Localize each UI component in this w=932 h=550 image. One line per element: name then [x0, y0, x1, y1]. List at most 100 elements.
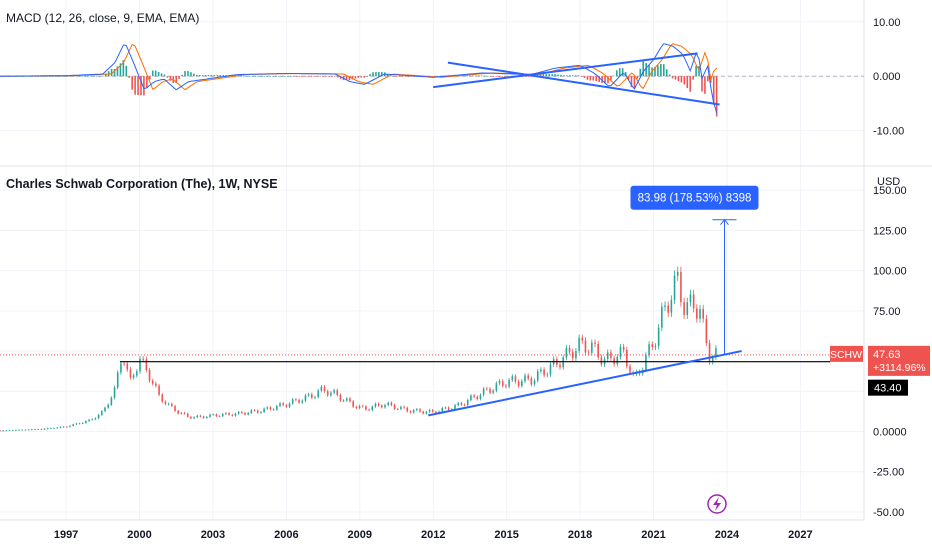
macd-trendline[interactable]	[433, 52, 698, 89]
lightning-icon[interactable]	[707, 494, 727, 514]
support-trendline[interactable]	[428, 350, 742, 417]
price-candle	[209, 414, 211, 417]
x-tick-label: 2018	[568, 529, 592, 541]
price-candle	[85, 421, 87, 423]
price-candle	[88, 419, 90, 422]
measure-label: 83.98 (178.53%) 8398	[638, 193, 752, 205]
y-tick-label: 0.0000	[873, 427, 907, 439]
macd-histogram-bar	[381, 72, 383, 77]
price-candle	[2, 430, 4, 432]
y-tick-label: 125.00	[873, 225, 907, 237]
measure-arrowhead	[720, 218, 729, 226]
macd-histogram-bar	[298, 76, 301, 77]
price-candle	[425, 411, 428, 414]
price-candle	[521, 381, 523, 386]
price-candle	[221, 413, 224, 417]
macd-histogram-bar	[592, 76, 595, 81]
price-candle	[673, 275, 676, 300]
x-tick-label: 2027	[788, 529, 812, 541]
price-candle	[581, 337, 584, 341]
price-candle	[21, 429, 24, 431]
price-candle	[81, 422, 84, 424]
macd-histogram-bar	[251, 76, 254, 77]
macd-histogram-bar	[93, 75, 95, 77]
price-candle	[696, 308, 698, 319]
macd-histogram-bar	[662, 64, 665, 77]
price-candle	[50, 428, 52, 429]
macd-histogram-bar	[101, 75, 104, 77]
macd-histogram-bar	[357, 76, 360, 78]
macd-histogram-bar	[657, 65, 659, 77]
macd-histogram-bar	[477, 75, 480, 77]
price-candle	[161, 394, 164, 402]
price-candle	[215, 414, 218, 417]
price-candle	[323, 386, 326, 392]
measure-label-box[interactable]	[630, 185, 759, 210]
price-candle	[489, 388, 491, 393]
macd-histogram-bar	[181, 74, 183, 77]
x-tick-label: 2021	[641, 529, 665, 541]
macd-histogram-bar	[636, 76, 639, 79]
macd-histogram-bar	[613, 75, 615, 77]
price-candle	[514, 376, 517, 382]
price-candle	[199, 415, 202, 417]
price-candle	[447, 407, 450, 410]
macd-histogram-bar	[254, 76, 257, 77]
price-candle	[46, 428, 49, 430]
price-candle	[256, 410, 259, 413]
price-candle	[654, 346, 657, 348]
macd-histogram-bar	[307, 76, 310, 77]
price-candle	[113, 387, 116, 398]
price-candle	[346, 398, 348, 401]
macd-histogram-bar	[369, 74, 371, 77]
price-candle	[527, 375, 529, 379]
macd-histogram-bar	[560, 74, 562, 77]
macd-histogram-bar	[193, 73, 195, 77]
price-candle	[330, 392, 332, 396]
price-candle	[24, 429, 27, 431]
price-candle	[536, 371, 539, 381]
price-candle	[212, 414, 214, 416]
price-candle	[155, 383, 157, 386]
macd-histogram-bar	[263, 76, 266, 77]
macd-histogram-bar	[395, 76, 398, 77]
price-candle	[234, 413, 237, 416]
price-candle	[177, 410, 179, 414]
price-candle	[479, 394, 482, 399]
price-candle	[132, 375, 135, 378]
macd-histogram-bar	[40, 76, 42, 77]
macd-histogram-bar	[78, 75, 81, 77]
price-candle	[365, 406, 367, 410]
macd-histogram-bar	[695, 65, 697, 77]
macd-histogram-bar	[219, 75, 222, 77]
symbol-tag[interactable]	[830, 345, 863, 362]
price-candle	[645, 355, 647, 370]
macd-histogram-bar	[304, 76, 307, 77]
price-candle	[501, 381, 504, 386]
price-candle	[206, 416, 208, 418]
level-price-tag[interactable]	[868, 379, 908, 396]
macd-histogram-bar	[84, 75, 86, 77]
price-candle	[371, 406, 374, 411]
macd-histogram-bar	[630, 76, 633, 88]
price-candle	[715, 348, 717, 358]
last-price-label: 47.63	[873, 349, 901, 361]
macd-histogram-bar	[407, 76, 410, 77]
macd-histogram-bar	[310, 76, 313, 77]
macd-histogram-bar	[507, 76, 509, 77]
macd-histogram-bar	[292, 76, 295, 77]
macd-histogram-bar	[63, 76, 66, 77]
macd-histogram-bar	[260, 76, 263, 77]
macd-trendline[interactable]	[447, 61, 720, 106]
price-candle	[616, 356, 619, 365]
macd-histogram-bar	[148, 76, 151, 80]
price-candle	[171, 403, 173, 406]
y-tick-label: -25.00	[873, 467, 904, 479]
price-candle	[142, 358, 144, 360]
macd-tick-label: -10.00	[873, 126, 904, 138]
last-price-tag[interactable]	[868, 345, 930, 376]
macd-histogram-bar	[504, 76, 506, 77]
macd-line	[0, 43, 718, 113]
price-candle	[419, 409, 421, 412]
